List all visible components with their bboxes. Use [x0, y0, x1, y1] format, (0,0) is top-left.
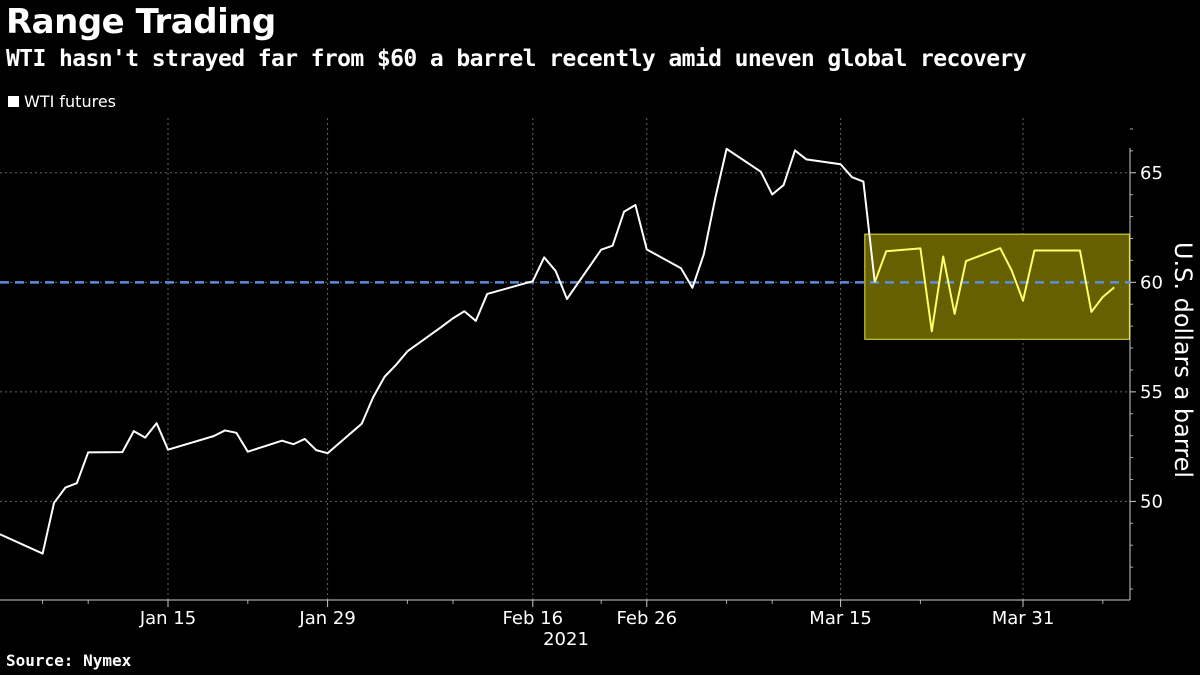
- legend-label: WTI futures: [24, 92, 116, 111]
- series-line-wti: [0, 147, 876, 555]
- series-line-wti-range: [873, 247, 1115, 333]
- y-tick-label: 60: [1140, 272, 1163, 293]
- chart-subtitle: WTI hasn't strayed far from $60 a barrel…: [6, 46, 1027, 72]
- x-tick-label: Mar 31: [992, 608, 1055, 629]
- y-tick-label: 55: [1140, 382, 1163, 403]
- y-axis-title: U.S. dollars a barrel: [1169, 242, 1197, 478]
- x-tick-label: Jan 15: [139, 608, 196, 629]
- x-tick-label: Feb 16: [503, 608, 564, 629]
- chart-title: Range Trading: [6, 2, 276, 42]
- x-tick-label: Feb 26: [617, 608, 678, 629]
- axes: [0, 128, 1136, 607]
- x-tick-label: Jan 29: [298, 608, 355, 629]
- grid: [0, 118, 1130, 600]
- series-layer: [0, 147, 1115, 555]
- legend: WTI futures: [8, 92, 116, 111]
- source-note: Source: Nymex: [6, 651, 132, 670]
- labels: 50 55 60 65 Jan 15 Jan 29 Feb 16 Feb 26 Mar 15 Ma…: [139, 163, 1197, 650]
- y-tick-label: 65: [1140, 163, 1163, 184]
- legend-swatch: [8, 96, 19, 107]
- highlight-layer: [864, 233, 1130, 340]
- x-tick-label: Mar 15: [809, 608, 872, 629]
- y-tick-label: 50: [1140, 491, 1163, 512]
- highlight-box: [864, 233, 1130, 340]
- x-year-label: 2021: [543, 629, 589, 650]
